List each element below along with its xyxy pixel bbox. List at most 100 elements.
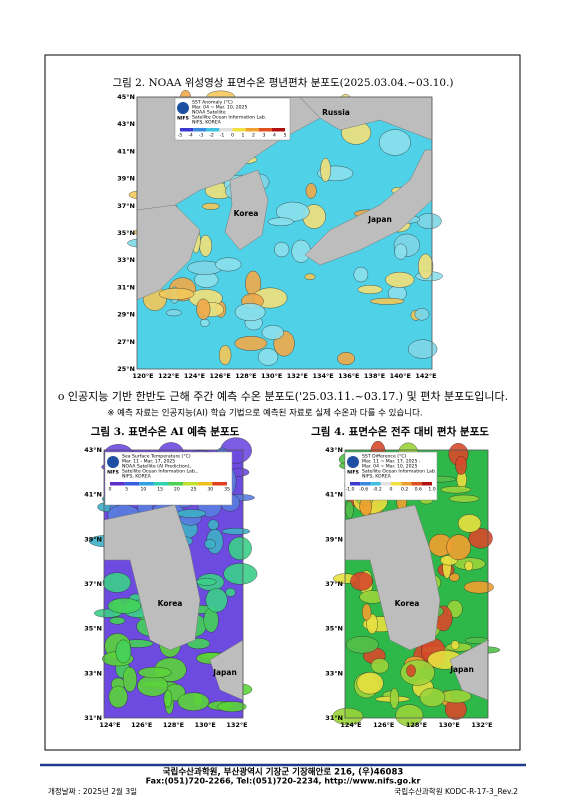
colorbar-swatch	[245, 128, 259, 132]
sst-patch	[234, 336, 268, 351]
colorbar-swatch	[197, 482, 213, 486]
colorbar-label: -5	[178, 133, 183, 139]
sst-patch	[215, 257, 242, 272]
lat-label: 37°N	[325, 580, 343, 588]
colorbar-label: 25	[191, 487, 197, 493]
colorbar-swatch	[370, 482, 381, 486]
lon-label: 134°E	[312, 372, 333, 380]
land	[344, 504, 441, 651]
colorbar-swatch	[360, 482, 371, 486]
lat-label: 37°N	[117, 202, 135, 210]
contact: Fax:(051)720-2266, Tel:(051)720-2234, ht…	[146, 777, 421, 786]
sst-patch	[217, 701, 247, 713]
lat-label: 43°N	[84, 446, 102, 454]
figure-caption: 그림 2. NOAA 위성영상 표면수온 평년편차 분포도(2025.03.04…	[112, 76, 453, 89]
colorbar-swatch	[206, 128, 220, 132]
sst-patch	[177, 692, 210, 711]
sst-patch	[332, 707, 364, 725]
land	[224, 169, 269, 251]
colorbar-label: -0.2	[373, 487, 382, 493]
figure-caption: 그림 4. 표면수온 전주 대비 편차 분포도	[311, 425, 489, 438]
place-label: Japan	[367, 215, 392, 224]
sst-patch	[199, 234, 212, 257]
lat-label: 35°N	[117, 229, 135, 237]
lat-label: 41°N	[325, 491, 343, 499]
sst-patch	[223, 563, 258, 585]
legend-text: Mar. 11 ~ Mar. 17, 2025 -	[362, 459, 421, 465]
sst-patch	[357, 284, 383, 295]
sst-patch	[408, 339, 438, 359]
sst-patch	[225, 587, 236, 597]
lon-label: 126°E	[210, 372, 231, 380]
sst-patch	[304, 273, 316, 280]
sst-patch	[400, 659, 435, 686]
lat-label: 45°N	[117, 93, 135, 101]
lat-label: 39°N	[84, 535, 102, 543]
colorbar-swatch	[212, 482, 227, 486]
colorbar-label: 20	[174, 487, 180, 493]
sst-patch	[468, 528, 493, 549]
colorbar-label: 0	[109, 487, 112, 493]
logo	[107, 456, 119, 468]
lat-label: 43°N	[117, 120, 135, 128]
colorbar-swatch	[183, 482, 198, 486]
lat-label: 31°N	[84, 714, 102, 722]
colorbar-swatch	[153, 482, 169, 486]
sst-patch	[122, 666, 137, 692]
sst-patch	[395, 704, 424, 727]
lat-label: 39°N	[117, 175, 135, 183]
sst-patch	[163, 689, 173, 708]
legend-text: Sea Surface Temperature (°C)	[122, 454, 191, 460]
colorbar-label: 0	[231, 133, 234, 139]
lon-label: 132°E	[471, 721, 492, 729]
colorbar-swatch	[139, 482, 154, 486]
lon-label: 128°E	[163, 721, 184, 729]
colorbar-swatch	[232, 128, 246, 132]
legend-text: Satellite Ocean Information Lab.	[362, 469, 436, 475]
colorbar-swatch	[168, 482, 184, 486]
sst-patch	[440, 485, 472, 494]
lat-label: 31°N	[117, 283, 135, 291]
sst-patch	[414, 308, 430, 321]
colorbar-swatch	[219, 128, 233, 132]
logo-text: NIFS	[347, 470, 359, 476]
colorbar-swatch	[271, 128, 285, 132]
sst-patch	[166, 309, 182, 317]
lon-label: 126°E	[131, 721, 152, 729]
sst-patch	[305, 183, 317, 199]
legend-box	[344, 451, 438, 501]
lon-label: 142°E	[415, 372, 436, 380]
colorbar-label: -4	[188, 133, 193, 139]
sst-patch	[109, 616, 126, 625]
sst-patch	[370, 297, 405, 305]
frame	[44, 54, 521, 751]
legend-text: SST Difference (°C)	[362, 454, 407, 460]
sst-patch	[378, 129, 411, 156]
colorbar-swatch	[350, 482, 361, 486]
sst-patch	[257, 348, 279, 366]
lon-label: 124°E	[99, 721, 120, 729]
colorbar-label: 4	[273, 133, 276, 139]
sst-patch	[207, 519, 219, 531]
colorbar-swatch	[411, 482, 422, 486]
colorbar-swatch	[124, 482, 140, 486]
sst-patch	[361, 603, 372, 621]
legend-text: Satellite Ocean Information Lab.,	[122, 469, 198, 475]
colorbar-label: -1.0	[346, 487, 355, 493]
lat-label: 43°N	[325, 446, 343, 454]
colorbar-label: 3	[263, 133, 266, 139]
colorbar-label: 35	[224, 487, 230, 493]
sst-patch	[320, 157, 331, 182]
sst-patch	[385, 271, 415, 288]
lon-label: 140°E	[390, 372, 411, 380]
colorbar-label: 1	[242, 133, 245, 139]
colorbar-swatch	[421, 482, 432, 486]
colorbar-swatch	[380, 482, 391, 486]
sst-patch	[196, 298, 211, 320]
sst-patch	[274, 241, 290, 258]
sst-patch	[418, 253, 434, 280]
logo-text: NIFS	[107, 470, 119, 476]
place-label: Korea	[158, 599, 183, 608]
lat-label: 41°N	[84, 491, 102, 499]
